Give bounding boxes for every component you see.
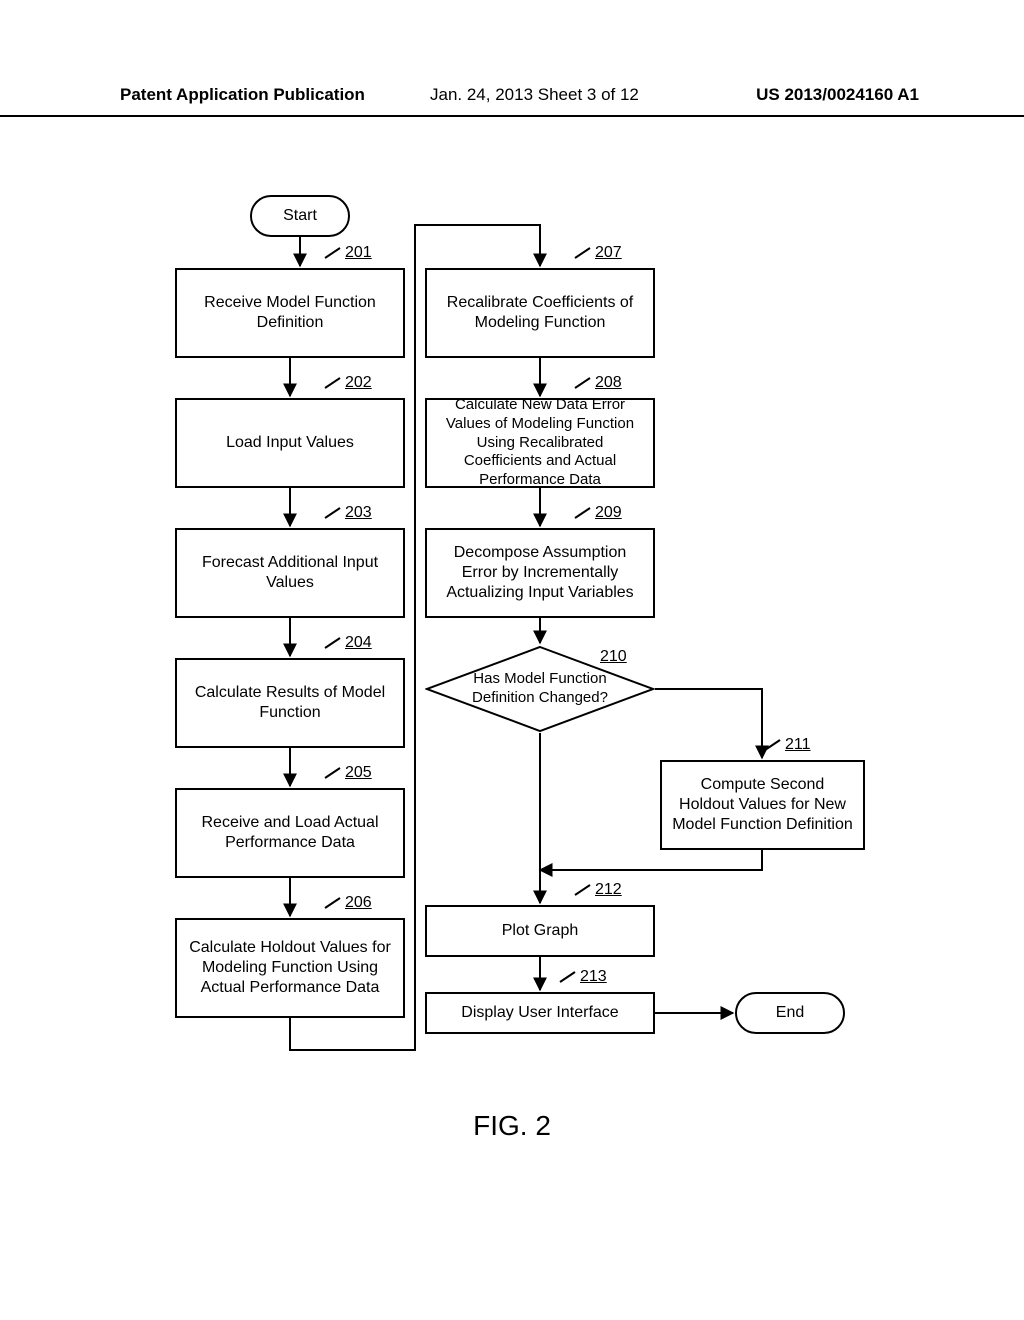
terminal-start: Start — [250, 195, 350, 237]
process-212-label: Plot Graph — [502, 921, 578, 941]
ref-213: 213 — [580, 968, 607, 986]
ref-210: 210 — [600, 648, 627, 666]
process-207: Recalibrate Coefficients of Modeling Fun… — [425, 268, 655, 358]
ref-212: 212 — [595, 881, 622, 899]
process-208: Calculate New Data Error Values of Model… — [425, 398, 655, 488]
ref-211: 211 — [785, 736, 811, 754]
terminal-end: End — [735, 992, 845, 1034]
header-left: Patent Application Publication — [120, 85, 365, 105]
process-207-label: Recalibrate Coefficients of Modeling Fun… — [437, 293, 643, 333]
process-209: Decompose Assumption Error by Incrementa… — [425, 528, 655, 618]
process-202: Load Input Values — [175, 398, 405, 488]
page-header: Patent Application Publication Jan. 24, … — [0, 85, 1024, 117]
ref-204: 204 — [345, 634, 372, 652]
process-202-label: Load Input Values — [226, 433, 354, 453]
process-205-label: Receive and Load Actual Performance Data — [187, 813, 393, 853]
end-label: End — [776, 1003, 804, 1023]
decision-210-label: Has Model Function Definition Changed? — [455, 670, 625, 708]
start-label: Start — [283, 206, 317, 226]
process-211: Compute Second Holdout Values for New Mo… — [660, 760, 865, 850]
process-206: Calculate Holdout Values for Modeling Fu… — [175, 918, 405, 1018]
process-209-label: Decompose Assumption Error by Incrementa… — [437, 543, 643, 603]
process-203-label: Forecast Additional Input Values — [187, 553, 393, 593]
ref-205: 205 — [345, 764, 372, 782]
process-211-label: Compute Second Holdout Values for New Mo… — [672, 775, 853, 835]
process-201: Receive Model Function Definition — [175, 268, 405, 358]
process-212: Plot Graph — [425, 905, 655, 957]
ref-209: 209 — [595, 504, 622, 522]
process-213-label: Display User Interface — [461, 1003, 618, 1023]
header-right: US 2013/0024160 A1 — [756, 85, 919, 105]
process-201-label: Receive Model Function Definition — [187, 293, 393, 333]
ref-207: 207 — [595, 244, 622, 262]
ref-202: 202 — [345, 374, 372, 392]
process-208-label: Calculate New Data Error Values of Model… — [437, 396, 643, 490]
figure-label: FIG. 2 — [0, 1110, 1024, 1142]
process-204: Calculate Results of Model Function — [175, 658, 405, 748]
process-205: Receive and Load Actual Performance Data — [175, 788, 405, 878]
process-206-label: Calculate Holdout Values for Modeling Fu… — [187, 938, 393, 998]
ref-206: 206 — [345, 894, 372, 912]
process-213: Display User Interface — [425, 992, 655, 1034]
header-center: Jan. 24, 2013 Sheet 3 of 12 — [430, 85, 639, 105]
process-203: Forecast Additional Input Values — [175, 528, 405, 618]
ref-203: 203 — [345, 504, 372, 522]
ref-201: 201 — [345, 244, 372, 262]
ref-208: 208 — [595, 374, 622, 392]
page: Patent Application Publication Jan. 24, … — [0, 0, 1024, 1320]
process-204-label: Calculate Results of Model Function — [187, 683, 393, 723]
